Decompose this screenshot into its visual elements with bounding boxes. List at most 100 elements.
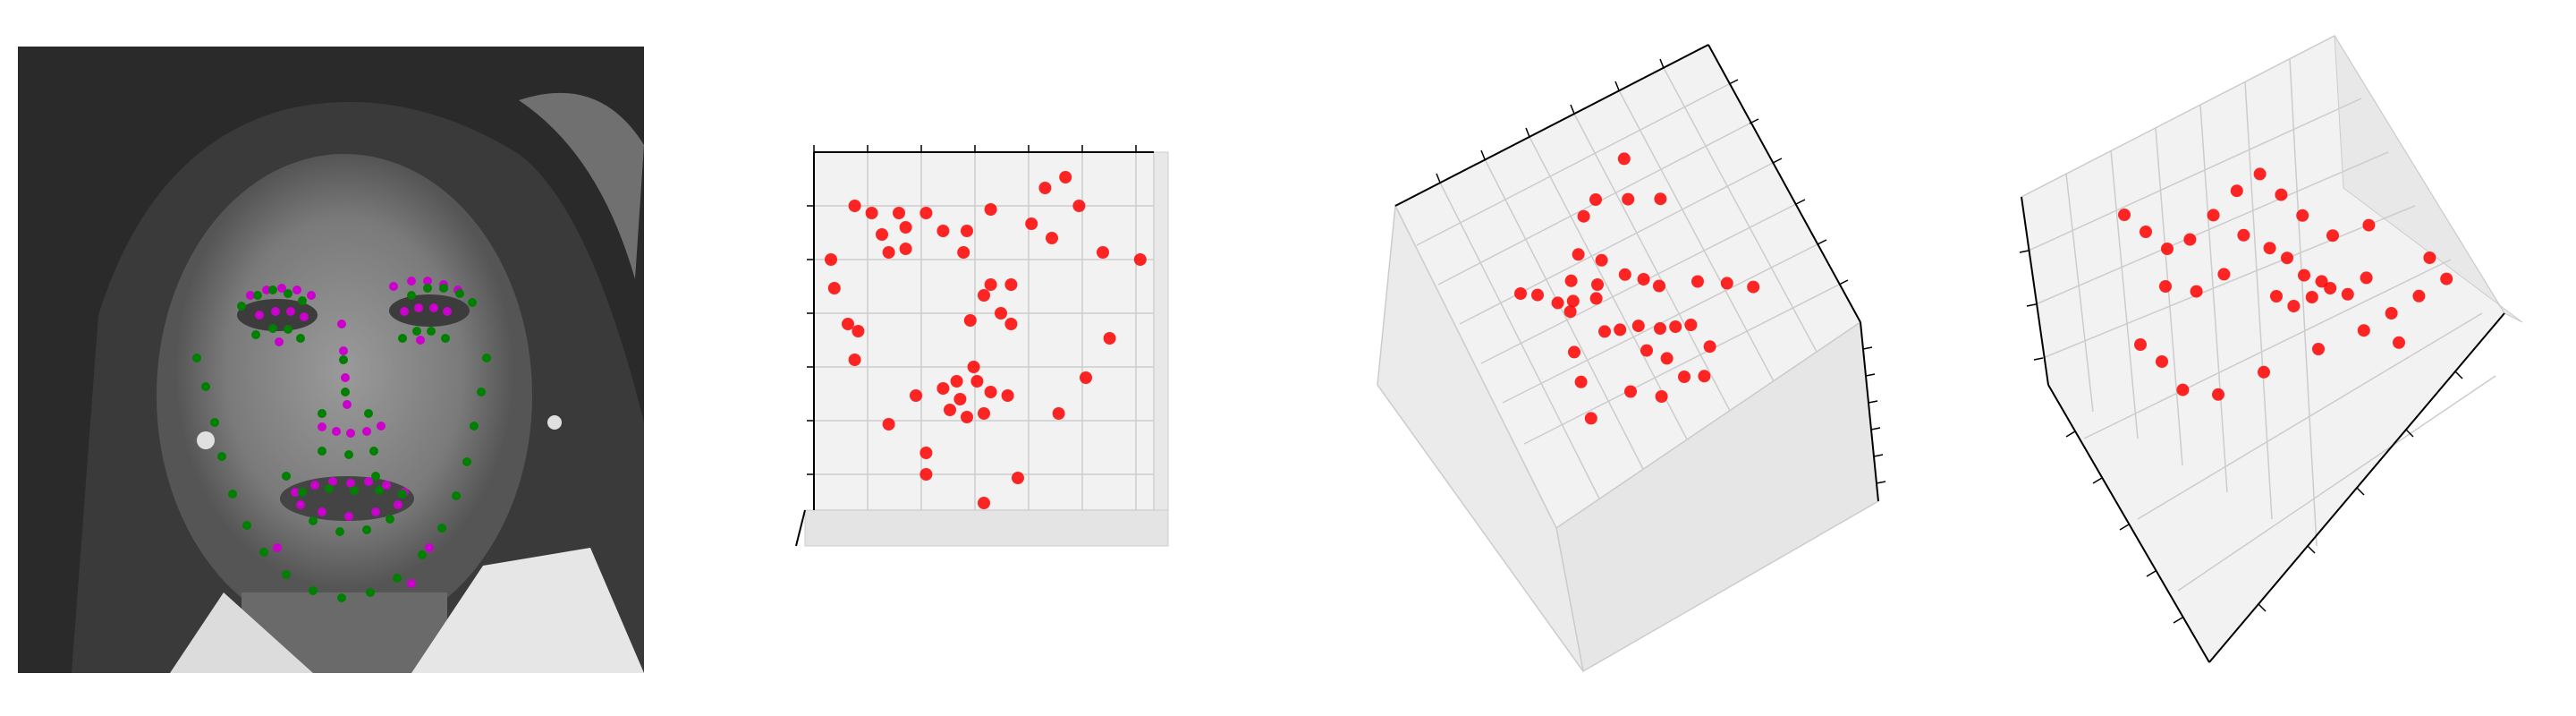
- scatter-point: [1004, 278, 1018, 291]
- landmark-point-magenta: [341, 373, 350, 382]
- landmark-point-green: [259, 548, 268, 557]
- scatter-point: [842, 318, 854, 330]
- landmark-point-green: [341, 388, 350, 396]
- scatter-point: [1564, 274, 1578, 287]
- landmark-point-green: [309, 516, 318, 525]
- scatter-point: [2326, 229, 2339, 243]
- landmark-point-green: [418, 550, 427, 559]
- face-image: [18, 47, 644, 673]
- scatter-point: [967, 361, 980, 373]
- scatter-point: [1655, 390, 1668, 403]
- scatter-point: [825, 253, 837, 266]
- scatter-point: [1678, 371, 1690, 383]
- landmark-point-magenta: [423, 277, 432, 286]
- landmark-point-magenta: [291, 488, 300, 497]
- scatter3d-alt-view: [1986, 18, 2558, 680]
- collar-left: [170, 592, 313, 673]
- landmark-point-green: [296, 334, 305, 343]
- landmark-point-magenta: [277, 284, 286, 293]
- scatter-point: [2412, 289, 2426, 303]
- scatter-point: [961, 411, 973, 423]
- landmark-point-magenta: [296, 500, 305, 509]
- scatter-point: [2212, 388, 2224, 401]
- grid-lines: [814, 152, 1154, 510]
- landmark-point-green: [423, 284, 432, 293]
- scatter-point: [882, 418, 895, 430]
- landmark-point-magenta: [371, 507, 380, 516]
- scatter-point: [910, 389, 922, 402]
- scatter-point: [848, 354, 861, 366]
- scatter-point: [1654, 322, 1666, 335]
- landmark-point-green: [412, 327, 421, 336]
- scatter-point: [944, 404, 956, 416]
- scatter-point: [1720, 277, 1733, 290]
- scatter-point: [827, 282, 841, 294]
- hair-highlight: [519, 92, 644, 279]
- landmark-point-magenta: [416, 336, 425, 345]
- scatter-point: [2161, 243, 2174, 255]
- landmark-point-green: [362, 525, 371, 534]
- scatter-point: [2190, 285, 2203, 298]
- landmark-point-green: [364, 409, 373, 418]
- landmark-point-green: [282, 472, 291, 481]
- scatter-point: [2253, 167, 2267, 181]
- landmark-point-magenta: [364, 477, 373, 486]
- scatter-point: [978, 289, 990, 302]
- landmark-point-magenta: [318, 422, 326, 431]
- landmark-point-green: [455, 289, 464, 298]
- landmark-point-magenta: [343, 400, 352, 409]
- landmark-point-green: [325, 484, 334, 493]
- scatter-points: [825, 171, 1147, 509]
- landmark-point-magenta: [339, 346, 348, 355]
- landmark-point-magenta: [382, 481, 391, 490]
- scatter-point: [1052, 407, 1065, 420]
- scatter-point: [1589, 193, 1602, 206]
- scatter-point: [1640, 344, 1653, 357]
- scatter-point: [2275, 188, 2288, 201]
- landmark-point-green: [268, 324, 277, 333]
- scatter-point: [2263, 242, 2276, 255]
- landmark-point-green: [482, 354, 491, 362]
- scatter-point: [1624, 385, 1637, 398]
- landmark-point-green: [298, 296, 307, 305]
- scatter-point: [2341, 287, 2354, 301]
- scatter-point: [2156, 355, 2168, 368]
- scatter3d-rotated-view: [1360, 27, 1932, 689]
- scatter-point: [961, 225, 973, 237]
- landmark-point-magenta: [407, 579, 416, 588]
- landmark-point-magenta: [362, 427, 371, 436]
- scatter-point: [970, 375, 984, 388]
- axes: [1394, 44, 1879, 502]
- side-pane: [2334, 35, 2523, 323]
- scatter-point: [978, 497, 990, 509]
- landmark-point-magenta: [275, 337, 284, 346]
- landmark-point-green: [192, 354, 201, 362]
- scatter-point: [1012, 472, 1024, 484]
- scatter-point: [1698, 370, 1711, 383]
- scatter-point: [2217, 268, 2231, 281]
- scatter-point: [2296, 209, 2309, 222]
- landmark-point-green: [441, 334, 450, 343]
- scatter-point: [919, 207, 933, 219]
- landmark-point-green: [398, 334, 407, 343]
- scatter-point: [2423, 251, 2436, 264]
- tick-marks: [807, 145, 1137, 475]
- landmark-point-green: [210, 418, 219, 427]
- landmark-point-magenta: [414, 303, 423, 312]
- scatter-point: [1133, 253, 1147, 266]
- scatter-point: [978, 407, 990, 420]
- scatter-point: [1577, 209, 1590, 223]
- landmark-point-magenta: [328, 477, 337, 486]
- scatter-point: [1589, 292, 1603, 305]
- scatter3d-front-svg: [795, 145, 1169, 547]
- scatter-point: [1574, 375, 1588, 388]
- earring-right: [547, 415, 562, 430]
- scatter-points: [2118, 167, 2453, 401]
- landmark-point-green: [217, 452, 226, 461]
- scatter-point: [1622, 192, 1635, 206]
- scatter-point: [2298, 268, 2310, 282]
- landmark-point-magenta: [246, 291, 255, 300]
- landmark-point-green: [393, 574, 402, 583]
- scatter-point: [1595, 253, 1608, 267]
- scatter3d-front-view: [760, 125, 1190, 591]
